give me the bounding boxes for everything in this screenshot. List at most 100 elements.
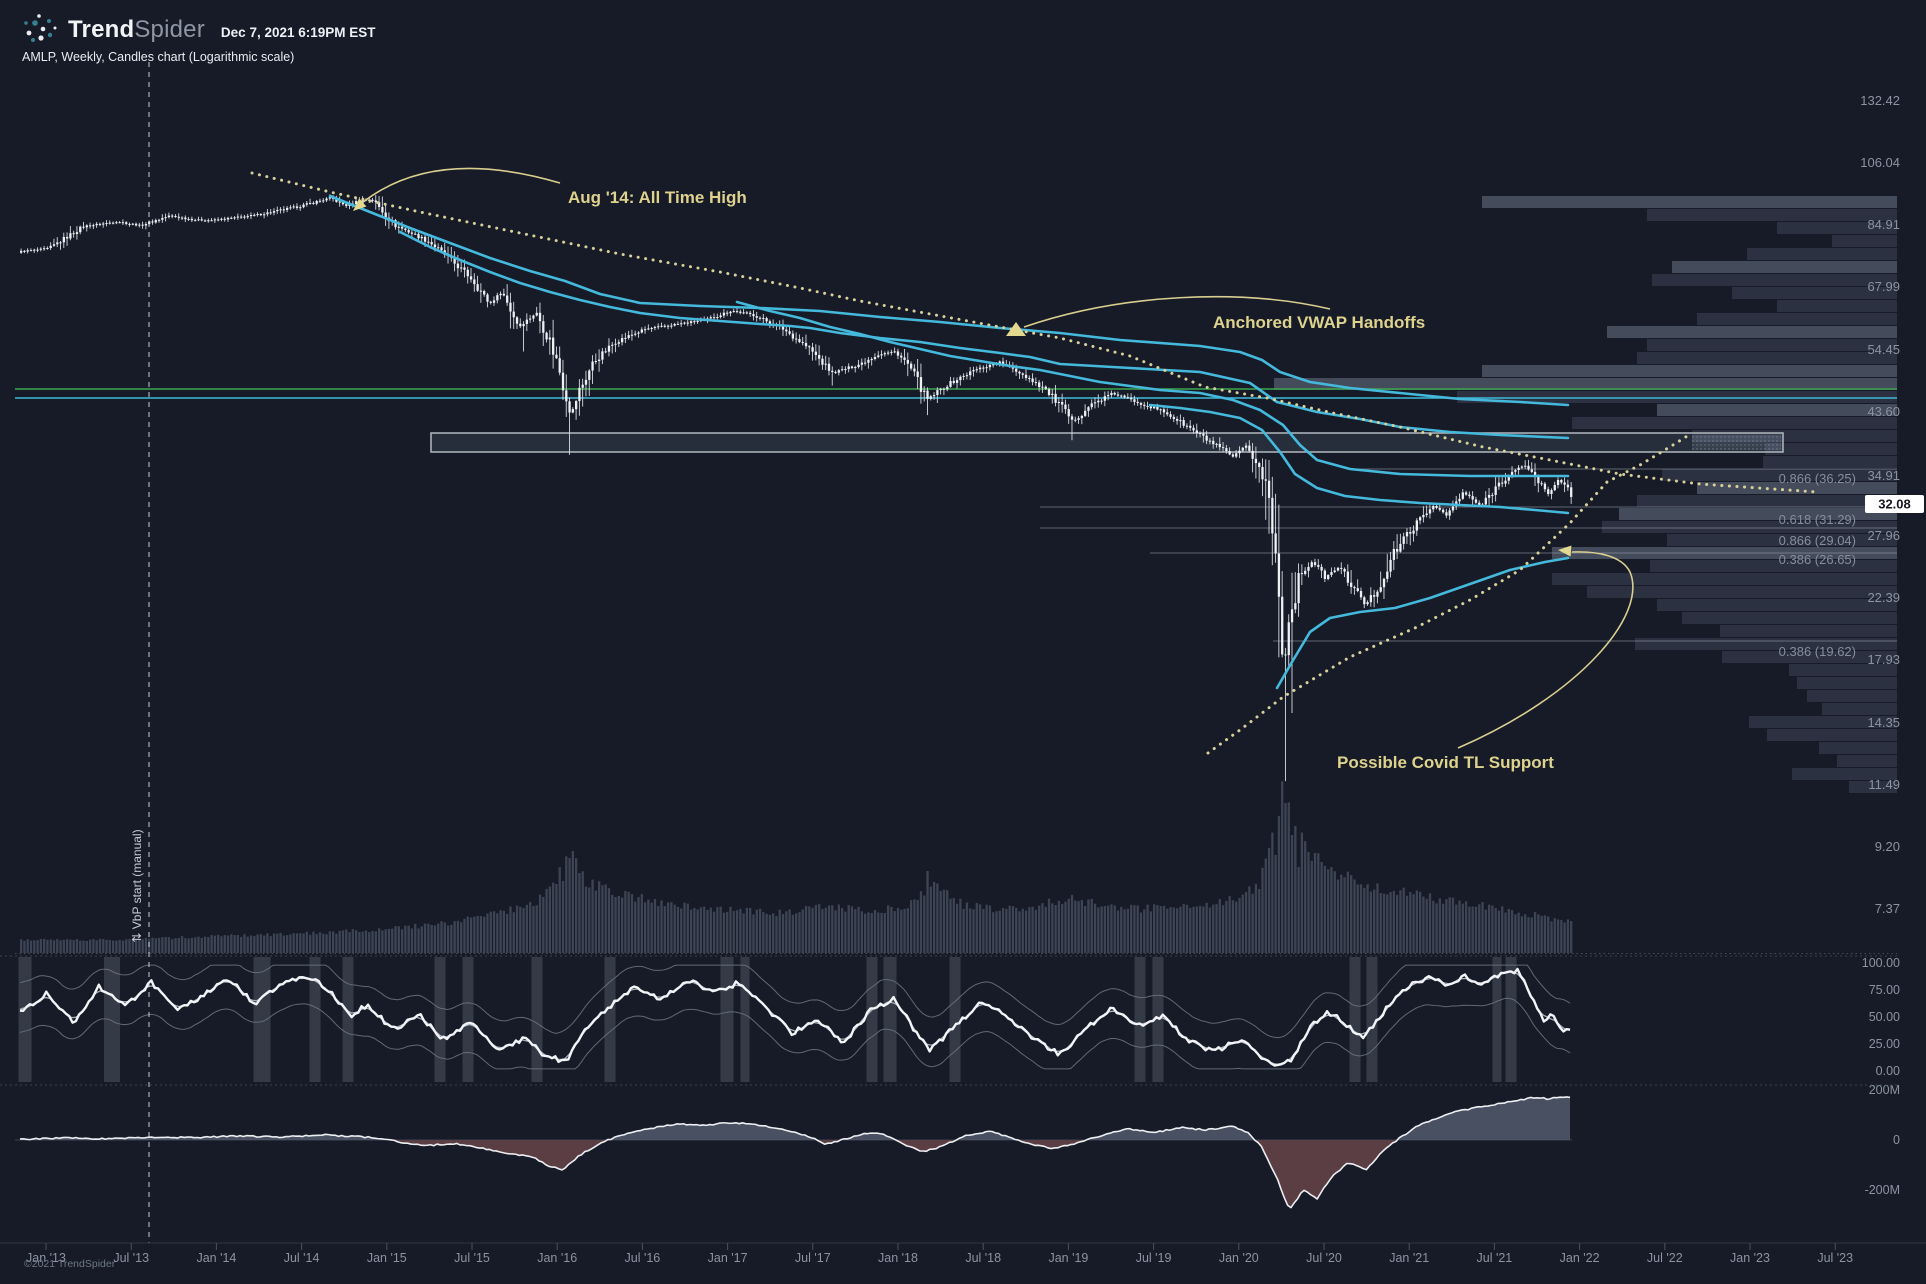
x-axis-label: Jul '20 — [1306, 1251, 1342, 1265]
x-axis-label: Jul '13 — [113, 1251, 149, 1265]
volume-profile-bar — [1657, 599, 1897, 611]
brand-wordmark: TrendSpider — [68, 16, 205, 44]
x-axis-label: Jul '16 — [625, 1251, 661, 1265]
volume-profile-bar — [1274, 378, 1897, 390]
svg-text:0.386 (19.62): 0.386 (19.62) — [1779, 644, 1856, 659]
x-axis-label: Jul '14 — [284, 1251, 320, 1265]
x-axis-label: Jan '20 — [1219, 1251, 1259, 1265]
volume-profile-bar — [1652, 274, 1897, 286]
volume-profile-bar — [1457, 391, 1897, 403]
volume-profile-bar — [1647, 339, 1897, 351]
svg-text:0: 0 — [1893, 1133, 1900, 1147]
volume-profile-bar — [1647, 209, 1897, 221]
volume-profile-bar — [1819, 742, 1897, 754]
vbp-anchor: ⇅ VbP start (manual) — [130, 62, 150, 1243]
volume-profile-bar — [1777, 222, 1897, 234]
flow-pane: 200M 0 -200M — [15, 1083, 1900, 1209]
y-axis-label: 27.96 — [1867, 528, 1900, 543]
volume-profile-bar — [1637, 352, 1897, 364]
volume-profile-bar — [1697, 313, 1897, 325]
x-axis-label: Jan '21 — [1389, 1251, 1429, 1265]
x-axis-label: Jul '21 — [1477, 1251, 1513, 1265]
y-axis-label: 34.91 — [1867, 468, 1900, 483]
x-axis-label: Jul '22 — [1647, 1251, 1683, 1265]
support-zone-box — [430, 432, 1784, 453]
svg-text:0.866 (29.04): 0.866 (29.04) — [1779, 533, 1856, 548]
volume-profile-bar — [1763, 456, 1897, 468]
x-axis-label: Jan '17 — [708, 1251, 748, 1265]
volume-profile-bar — [1650, 560, 1897, 572]
volume-profile-bar — [1697, 482, 1897, 494]
chart-subtitle: AMLP, Weekly, Candles chart (Logarithmic… — [22, 50, 295, 64]
y-axis-label: 43.60 — [1867, 404, 1900, 419]
stoch-signal-column — [18, 957, 32, 1082]
y-axis-label: 106.04 — [1860, 155, 1900, 170]
chart-timestamp: Dec 7, 2021 6:19PM EST — [220, 24, 376, 40]
x-axis-label: Jul '18 — [965, 1251, 1001, 1265]
annotation-arrow — [1457, 551, 1634, 749]
volume-profile-bar — [1792, 768, 1897, 780]
volume-profile-bar — [1635, 638, 1897, 650]
volume-profile-bar — [1807, 690, 1897, 702]
volume-profile-bar — [1837, 755, 1897, 767]
volume-profile-bar — [1552, 573, 1897, 585]
volume-profile-bar — [1765, 443, 1897, 455]
volume-profile-bar — [1777, 300, 1897, 312]
stoch-signal-column — [1349, 957, 1361, 1082]
annotation-arrow — [1023, 295, 1331, 328]
y-axis-label: 17.93 — [1867, 652, 1900, 667]
stoch-signal-column — [342, 957, 354, 1082]
annotation-text: Anchored VWAP Handoffs — [1213, 313, 1425, 332]
volume-profile-bar — [1749, 716, 1897, 728]
stoch-signal-column — [949, 957, 961, 1082]
volume-profile-bar — [1662, 469, 1897, 481]
svg-text:0.866 (36.25): 0.866 (36.25) — [1779, 471, 1856, 486]
x-axis-label: Jan '16 — [537, 1251, 577, 1265]
x-axis-label: Jul '23 — [1817, 1251, 1853, 1265]
y-axis-label: 67.99 — [1867, 279, 1900, 294]
volume-profile-bar — [1682, 612, 1897, 624]
stoch-signal-column — [866, 957, 878, 1082]
volume-profile-bar — [1722, 651, 1897, 663]
x-axis-label: Jan '14 — [196, 1251, 236, 1265]
stoch-signal-column — [1134, 957, 1146, 1082]
volume-profile-bar — [1482, 196, 1897, 208]
volume-profile-bar — [1572, 417, 1897, 429]
svg-text:25.00: 25.00 — [1869, 1037, 1900, 1051]
stoch-signal-column — [309, 957, 321, 1082]
vbp-anchor-label: ⇅ VbP start (manual) — [130, 829, 144, 942]
y-axis-label: 22.39 — [1867, 590, 1900, 605]
annotation-arrow — [361, 167, 561, 204]
volume-profile-bar — [1667, 534, 1897, 546]
volume-profile-bar — [1767, 729, 1897, 741]
svg-text:200M: 200M — [1869, 1083, 1900, 1097]
x-axis-label: Jul '15 — [454, 1251, 490, 1265]
volume-profile-bar — [1849, 781, 1897, 793]
svg-text:50.00: 50.00 — [1869, 1010, 1900, 1024]
annotation-ath: Aug '14: All Time High — [353, 167, 747, 211]
x-axis-label: Jan '23 — [1730, 1251, 1770, 1265]
stoch-signal-column — [1492, 957, 1502, 1082]
stoch-signal-column — [883, 957, 897, 1082]
y-axis-label: 84.91 — [1867, 217, 1900, 232]
brand-light: Spider — [134, 16, 205, 43]
y-axis-label: 132.42 — [1860, 93, 1900, 108]
last-price-value: 32.08 — [1878, 497, 1911, 512]
y-axis: 132.42 106.04 84.91 67.99 54.45 43.60 34.91 27.… — [1860, 93, 1924, 916]
copyright: ©2021 TrendSpider — [24, 1258, 116, 1270]
stoch-signal-column — [720, 957, 734, 1082]
y-axis-label: 14.35 — [1867, 715, 1900, 730]
volume-profile-bar — [1482, 365, 1897, 377]
svg-text:0.386 (26.65): 0.386 (26.65) — [1779, 552, 1856, 567]
volume-profile-bar — [1822, 703, 1897, 715]
volume-profile-bar — [1732, 287, 1897, 299]
annotation-arrowhead — [353, 198, 367, 211]
annotation-arrowhead — [1006, 322, 1026, 336]
svg-text:0.618 (31.29): 0.618 (31.29) — [1779, 512, 1856, 527]
annotation-covid-tl: Possible Covid TL Support — [1337, 545, 1634, 772]
stoch-signal-column — [1505, 957, 1517, 1082]
y-axis-label: 9.20 — [1875, 839, 1900, 854]
svg-text:100.00: 100.00 — [1862, 956, 1900, 970]
